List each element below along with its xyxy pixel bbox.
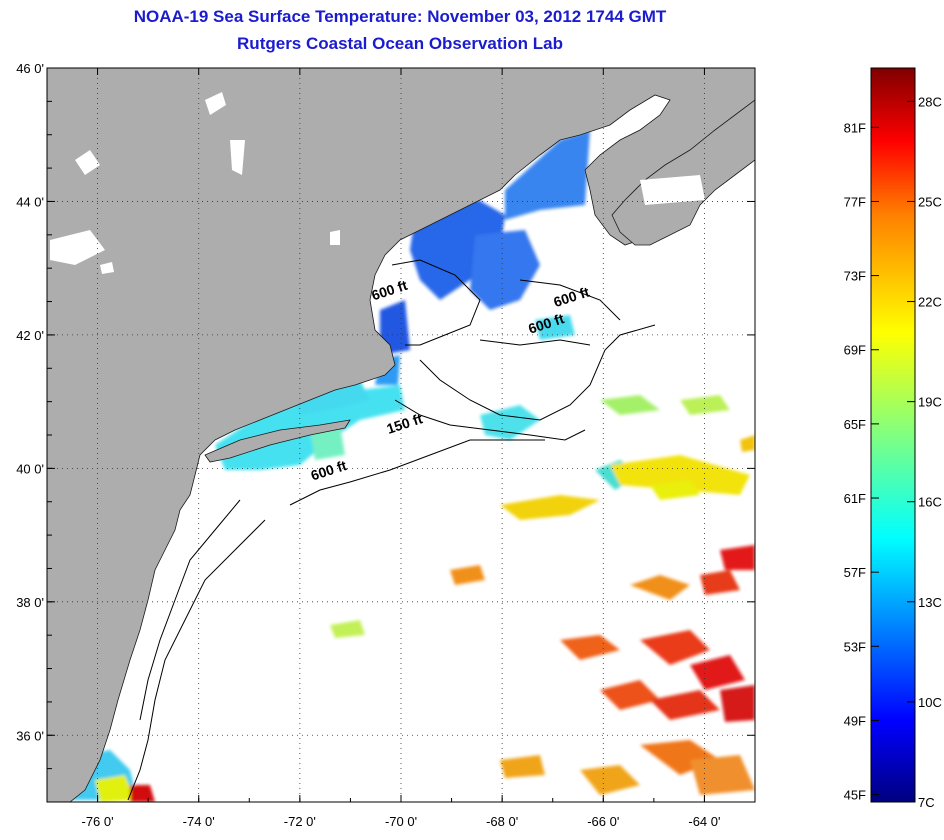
lat-tick-label: 44 0' [16, 194, 44, 209]
colorbar-c-label: 16C [918, 495, 942, 510]
colorbar-c-label: 28C [918, 94, 942, 109]
lon-tick-label: -66 0' [587, 814, 619, 829]
lon-tick-label: -74 0' [183, 814, 215, 829]
bathymetry-contours [127, 259, 656, 801]
lat-tick-label: 46 0' [16, 61, 44, 76]
colorbar-c-label: 25C [918, 194, 942, 209]
lon-tick-label: -72 0' [284, 814, 316, 829]
colorbar-ticks [871, 100, 915, 803]
colorbar-f-label: 77F [844, 194, 866, 209]
colorbar-f-label: 73F [844, 269, 866, 284]
lat-tick-label: 36 0' [16, 728, 44, 743]
colorbar-c-label: 13C [918, 595, 942, 610]
colorbar-celsius-labels: 7C 10C 13C 16C 19C 22C 25C 28C [918, 94, 942, 810]
map-title: NOAA-19 Sea Surface Temperature: Novembe… [133, 7, 667, 26]
colorbar-c-label: 10C [918, 695, 942, 710]
colorbar-c-label: 19C [918, 395, 942, 410]
colorbar-c-label: 7C [918, 795, 935, 810]
colorbar-f-label: 49F [844, 713, 866, 728]
lat-tick-label: 40 0' [16, 461, 44, 476]
colorbar-f-label: 57F [844, 565, 866, 580]
colorbar-f-label: 53F [844, 639, 866, 654]
graticule-lines [47, 68, 755, 802]
map-axes: -76 0' -74 0' -72 0' -70 0' -68 0' -66 0' -64 … [16, 61, 756, 829]
north-america-land [47, 68, 755, 802]
land-masses [47, 68, 755, 802]
colorbar-f-label: 81F [844, 120, 866, 135]
colorbar-c-label: 22C [918, 295, 942, 310]
lon-tick-label: -64 0' [688, 814, 720, 829]
lat-tick-label: 38 0' [16, 595, 44, 610]
nova-scotia-land [611, 99, 755, 246]
colorbar-f-label: 45F [844, 788, 866, 803]
map-subtitle: Rutgers Coastal Ocean Observation Lab [237, 34, 563, 53]
lon-tick-label: -70 0' [385, 814, 417, 829]
colorbar-f-label: 69F [844, 343, 866, 358]
inland-lakes [50, 92, 705, 274]
lat-tick-label: 42 0' [16, 328, 44, 343]
colorbar-f-label: 65F [844, 417, 866, 432]
colorbar-fahrenheit-labels: 45F 49F 53F 57F 61F 65F 69F 73F 77F 81F [844, 120, 866, 802]
colorbar-f-label: 61F [844, 491, 866, 506]
lon-tick-label: -68 0' [486, 814, 518, 829]
lon-tick-label: -76 0' [82, 814, 114, 829]
colorbar [870, 67, 916, 803]
long-island-land [204, 419, 351, 463]
